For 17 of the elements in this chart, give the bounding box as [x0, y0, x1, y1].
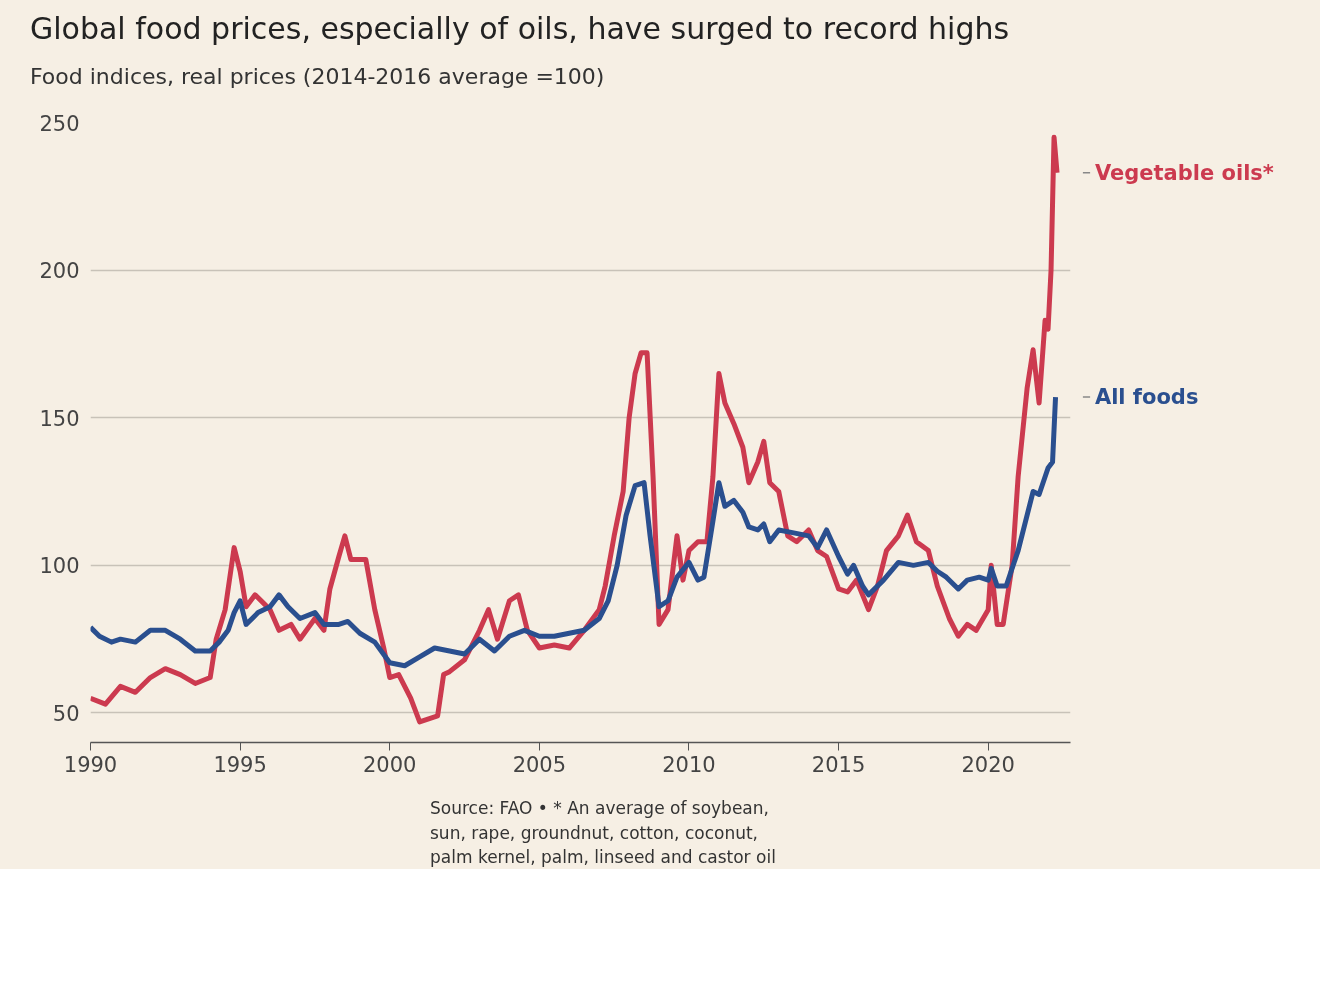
- x-tick-label: 2010: [662, 752, 716, 777]
- x-tick-label: 1990: [63, 752, 118, 777]
- x-tick-label: 2000: [363, 752, 417, 777]
- chart-subtitle: Food indices, real prices (2014-2016 average =100): [30, 62, 605, 91]
- chart-title: Global food prices, especially of oils, have surged to record highs: [30, 10, 1010, 48]
- series-label: Vegetable oils*: [1094, 160, 1274, 185]
- x-tick-label: 2015: [811, 752, 866, 777]
- x-tick-label: 2020: [961, 752, 1015, 777]
- y-tick-label: 150: [39, 407, 80, 431]
- y-tick-label: 100: [39, 554, 80, 579]
- x-tick-label: 1995: [213, 752, 267, 777]
- x-tick-label: 2005: [512, 752, 567, 777]
- source-note: Source: FAO • * An average of soybean, sun, rape, groundnut, cotton, coconut, palm kernel, palm, linseed and castor oil: [430, 797, 777, 869]
- series-label: All foods: [1094, 385, 1199, 410]
- y-tick-label: 200: [39, 259, 80, 284]
- y-tick-label: 50: [52, 702, 80, 727]
- y-tick-label: 250: [39, 111, 80, 136]
